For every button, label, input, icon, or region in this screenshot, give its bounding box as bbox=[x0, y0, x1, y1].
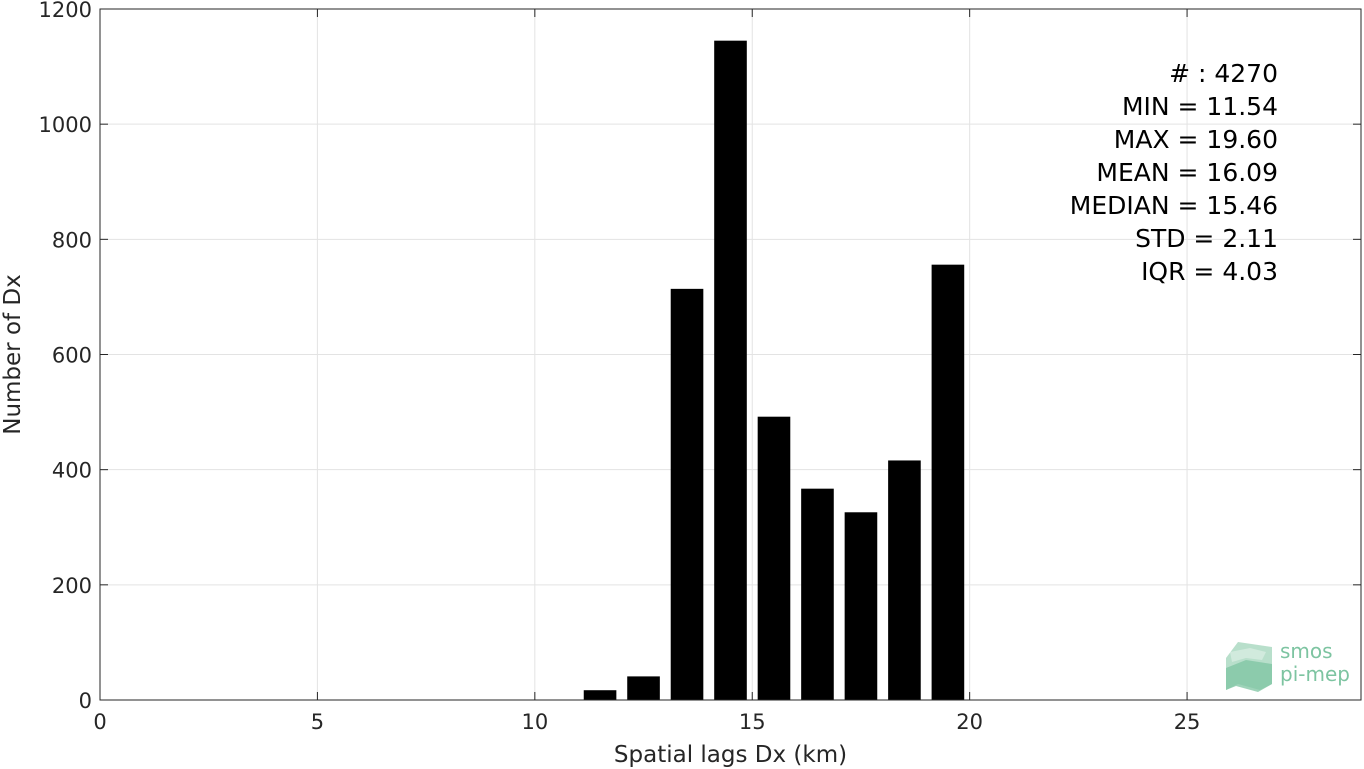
bar bbox=[714, 40, 747, 700]
bar bbox=[931, 264, 965, 700]
x-tick-label: 25 bbox=[1174, 710, 1201, 734]
bar bbox=[888, 460, 921, 700]
y-tick-label: 800 bbox=[52, 228, 92, 252]
x-tick-label: 10 bbox=[521, 710, 548, 734]
x-axis-label: Spatial lags Dx (km) bbox=[614, 742, 847, 768]
bar bbox=[583, 690, 617, 700]
bar bbox=[801, 488, 834, 700]
x-tick-label: 5 bbox=[311, 710, 324, 734]
stats-annotation: # : 4270 MIN = 11.54 MAX = 19.60 MEAN = 16.… bbox=[1070, 59, 1278, 286]
bars bbox=[583, 40, 965, 700]
stat-line: IQR = 4.03 bbox=[1141, 257, 1278, 286]
x-tick-label: 20 bbox=[956, 710, 983, 734]
x-tick-label: 15 bbox=[739, 710, 766, 734]
stat-line: MEDIAN = 15.46 bbox=[1070, 191, 1278, 220]
stat-line: MIN = 11.54 bbox=[1122, 92, 1278, 121]
y-tick-label: 1000 bbox=[39, 113, 92, 137]
bar bbox=[670, 288, 704, 700]
y-tick-label: 0 bbox=[79, 689, 92, 713]
stat-line: MEAN = 16.09 bbox=[1096, 158, 1278, 187]
logo-text-pi-mep: pi-mep bbox=[1280, 662, 1350, 686]
y-tick-label: 600 bbox=[52, 344, 92, 368]
smos-pi-mep-logo: smos pi-mep bbox=[1226, 639, 1350, 692]
x-tick-label: 0 bbox=[93, 710, 106, 734]
y-tick-label: 1200 bbox=[39, 0, 92, 22]
y-tick-label: 400 bbox=[52, 459, 92, 483]
bar bbox=[627, 676, 660, 700]
y-tick-label: 200 bbox=[52, 574, 92, 598]
logo-text-smos: smos bbox=[1280, 639, 1333, 663]
y-axis-label: Number of Dx bbox=[0, 274, 26, 435]
bar bbox=[844, 512, 878, 700]
ticks: 0 5 10 15 20 25 0 200 400 600 800 1000 1200 bbox=[39, 0, 1361, 734]
logo-waves-icon bbox=[1226, 642, 1272, 692]
stat-line: # : 4270 bbox=[1169, 59, 1278, 88]
bar bbox=[757, 416, 791, 700]
stat-line: STD = 2.11 bbox=[1135, 224, 1278, 253]
stat-line: MAX = 19.60 bbox=[1114, 125, 1278, 154]
